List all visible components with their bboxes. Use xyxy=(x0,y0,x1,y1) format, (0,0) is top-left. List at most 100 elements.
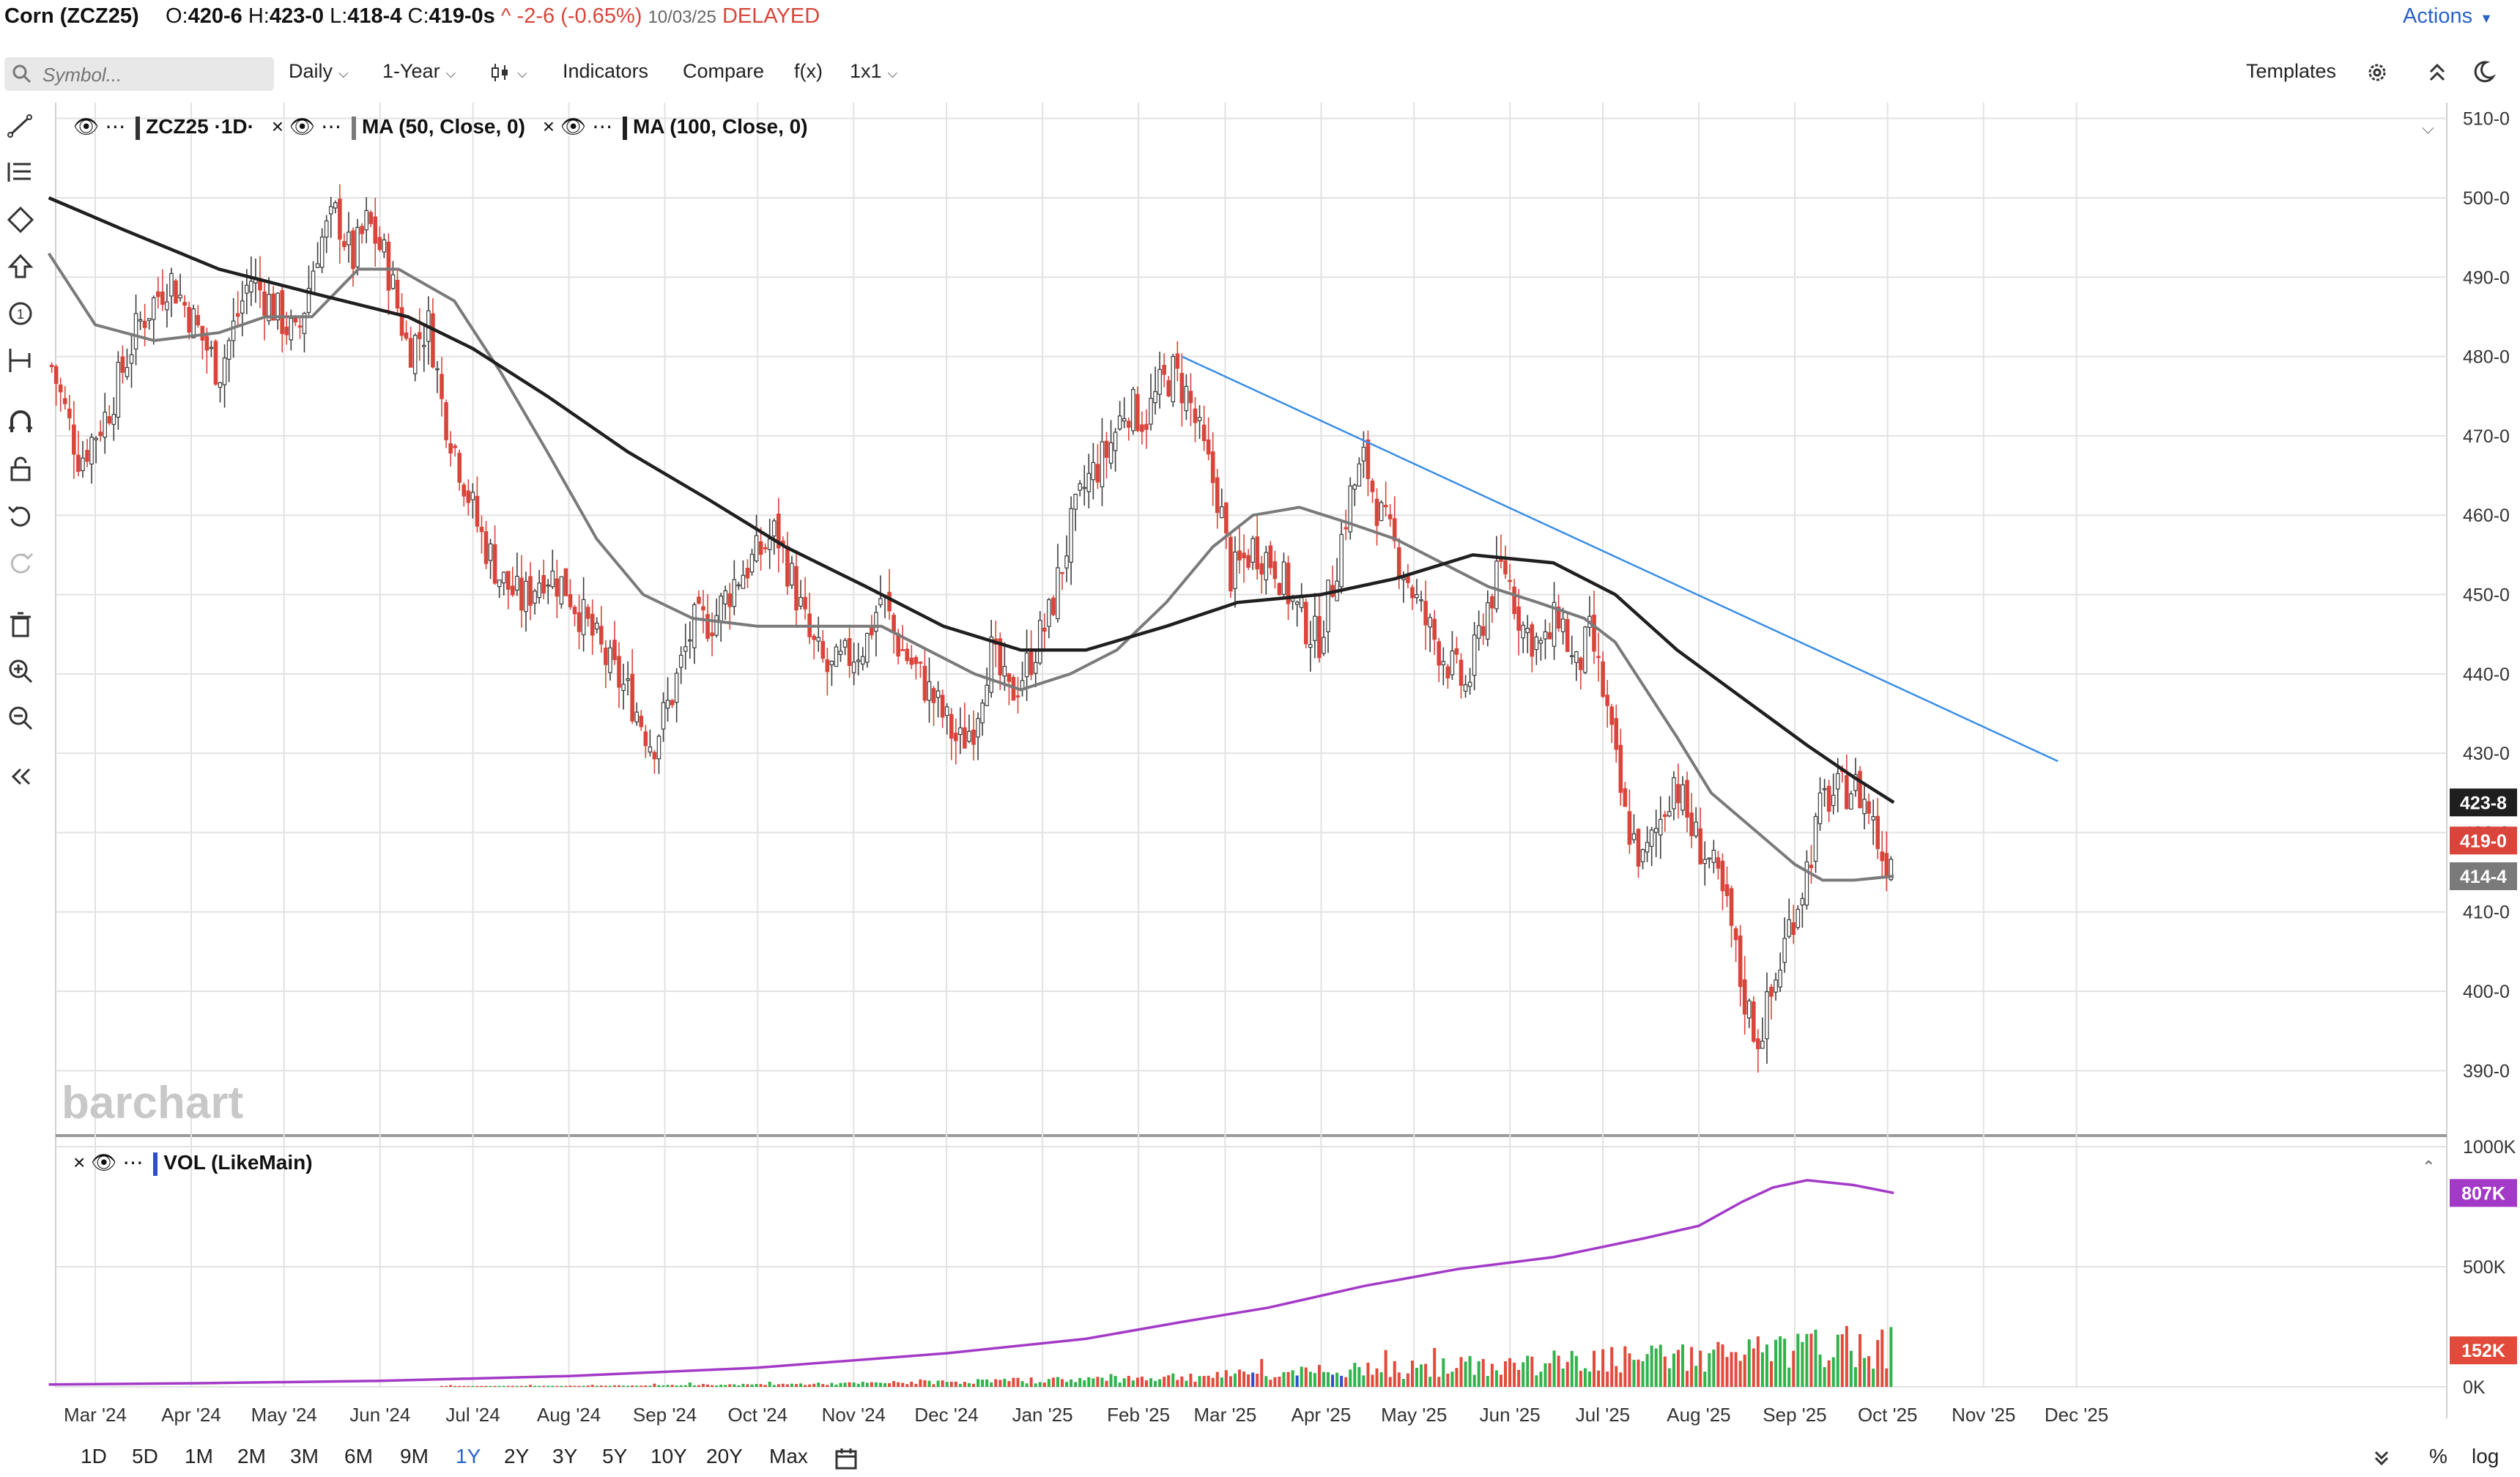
volume-bar xyxy=(1065,1382,1069,1387)
volume-bar xyxy=(688,1382,692,1387)
candle-body xyxy=(533,591,537,604)
candle-body xyxy=(1601,661,1605,697)
candle-body xyxy=(612,640,617,660)
volume-bar xyxy=(458,1385,462,1387)
candle-body xyxy=(825,659,830,673)
interval-dropdown[interactable]: Daily ⌵ xyxy=(289,60,349,83)
more-menu[interactable]: ⋯ xyxy=(592,115,613,138)
scroll-down-icon[interactable] xyxy=(2371,1446,2393,1468)
chart-type-dropdown[interactable]: ⌵ xyxy=(489,60,527,84)
candle-body xyxy=(1423,601,1428,626)
candle-body xyxy=(368,212,374,224)
range-button-9m[interactable]: 9M xyxy=(400,1445,429,1467)
templates-button[interactable]: Templates xyxy=(2246,60,2337,82)
range-button-1m[interactable]: 1M xyxy=(185,1445,213,1467)
volume-bar xyxy=(1610,1347,1614,1387)
redo-icon[interactable] xyxy=(6,548,35,577)
range-button-6m[interactable]: 6M xyxy=(344,1445,373,1467)
candle-body xyxy=(1113,432,1118,451)
volume-bar xyxy=(480,1385,483,1387)
candle-body xyxy=(1029,648,1034,675)
range-button-2y[interactable]: 2Y xyxy=(504,1445,530,1467)
volume-bar xyxy=(1676,1350,1680,1387)
eye-icon[interactable]: 👁 xyxy=(560,115,587,138)
gear-icon[interactable] xyxy=(2365,60,2390,85)
volume-bar xyxy=(834,1384,838,1387)
arrow-tool-icon[interactable] xyxy=(6,252,35,281)
candle-body xyxy=(1835,773,1840,790)
range-button-1y[interactable]: 1Y xyxy=(456,1445,481,1467)
dark-mode-icon[interactable] xyxy=(2470,59,2497,85)
zoom-out-icon[interactable] xyxy=(6,703,35,733)
candle-body xyxy=(1188,390,1193,404)
candle-body xyxy=(639,715,644,728)
remove-volume-button[interactable]: × xyxy=(73,1151,86,1174)
range-button-max[interactable]: Max xyxy=(769,1445,808,1467)
zoom-in-icon[interactable] xyxy=(6,656,35,686)
lock-icon[interactable] xyxy=(6,454,35,484)
eye-icon[interactable]: 👁 xyxy=(91,1151,117,1174)
collapse-toolbar-icon[interactable] xyxy=(2425,60,2450,85)
candle-body xyxy=(1365,439,1371,479)
volume-bar xyxy=(1863,1358,1867,1387)
candle-body xyxy=(758,541,763,555)
measure-tool-icon[interactable] xyxy=(6,346,35,375)
indicators-button[interactable]: Indicators xyxy=(563,60,649,82)
candle-body xyxy=(1778,969,1782,988)
layout-dropdown[interactable]: 1x1 ⌵ xyxy=(850,60,897,83)
price-marker xyxy=(2450,862,2517,890)
volume-bar xyxy=(1783,1339,1787,1387)
volume-bar xyxy=(1118,1382,1122,1387)
log-toggle[interactable]: log xyxy=(2472,1445,2499,1467)
range-button-5d[interactable]: 5D xyxy=(132,1445,158,1467)
range-button-3m[interactable]: 3M xyxy=(290,1445,319,1467)
range-button-2m[interactable]: 2M xyxy=(237,1445,266,1467)
candle-body xyxy=(927,681,932,701)
trash-icon[interactable] xyxy=(6,610,35,639)
eye-icon[interactable]: 👁 xyxy=(289,115,316,138)
trendline-tool-icon[interactable] xyxy=(6,111,35,141)
symbol-search[interactable] xyxy=(4,57,274,91)
candle-body xyxy=(249,281,253,293)
remove-ma100-button[interactable]: × xyxy=(542,115,555,138)
candle-body xyxy=(107,415,112,424)
fib-tool-icon[interactable] xyxy=(6,158,35,188)
remove-ma50-button[interactable]: × xyxy=(271,115,284,138)
range-dropdown[interactable]: 1-Year ⌵ xyxy=(382,60,456,83)
function-button[interactable]: f(x) xyxy=(794,60,823,82)
compare-button[interactable]: Compare xyxy=(683,60,765,82)
candle-body xyxy=(1707,857,1712,860)
volume-bar xyxy=(1552,1350,1556,1387)
eye-icon[interactable]: 👁 xyxy=(73,115,100,138)
range-button-20y[interactable]: 20Y xyxy=(706,1445,743,1467)
more-menu[interactable]: ⋯ xyxy=(105,115,126,138)
candle-body xyxy=(81,457,85,471)
shape-tool-icon[interactable] xyxy=(6,205,35,234)
undo-icon[interactable] xyxy=(6,501,35,530)
volume-bar xyxy=(1619,1372,1623,1387)
annotation-tool-icon[interactable]: 1 xyxy=(6,299,35,328)
candle-body xyxy=(1525,627,1530,634)
range-button-1d[interactable]: 1D xyxy=(81,1445,107,1467)
grid xyxy=(55,103,2447,1418)
more-menu[interactable]: ⋯ xyxy=(122,1151,144,1174)
more-menu[interactable]: ⋯ xyxy=(321,115,342,138)
calendar-icon[interactable] xyxy=(834,1446,859,1471)
volume-bar xyxy=(1686,1371,1689,1387)
chevron-down-icon: ⌵ xyxy=(445,66,456,81)
collapse-panel-icon[interactable] xyxy=(6,762,35,791)
volume-bar xyxy=(493,1385,497,1387)
percent-toggle[interactable]: % xyxy=(2429,1445,2447,1467)
volume-bar xyxy=(538,1385,541,1387)
range-button-5y[interactable]: 5Y xyxy=(602,1445,628,1467)
candle-body xyxy=(204,336,210,351)
candle-body xyxy=(1605,695,1609,706)
volume-bar xyxy=(1256,1373,1259,1387)
volume-bar xyxy=(1029,1377,1033,1387)
range-button-3y[interactable]: 3Y xyxy=(552,1445,578,1467)
actions-menu[interactable]: Actions ▼ xyxy=(2403,4,2493,29)
magnet-icon[interactable] xyxy=(6,407,35,437)
range-button-10y[interactable]: 10Y xyxy=(651,1445,687,1467)
symbol-input[interactable] xyxy=(41,62,264,87)
